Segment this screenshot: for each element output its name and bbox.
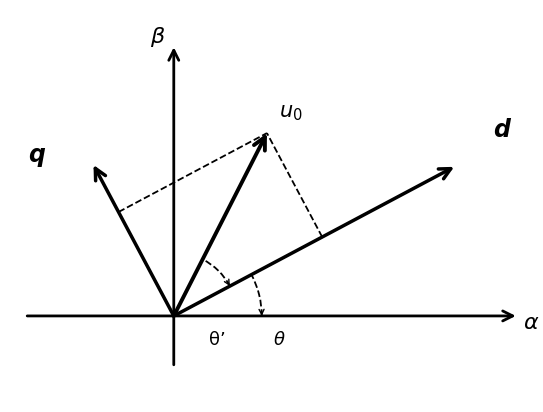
Text: α: α bbox=[523, 313, 538, 333]
Text: q: q bbox=[29, 143, 46, 167]
Text: d: d bbox=[493, 118, 509, 142]
Text: $u_0$: $u_0$ bbox=[279, 103, 303, 123]
Text: θ: θ bbox=[273, 331, 285, 349]
Text: β: β bbox=[149, 28, 164, 47]
Text: θ’: θ’ bbox=[210, 331, 226, 349]
